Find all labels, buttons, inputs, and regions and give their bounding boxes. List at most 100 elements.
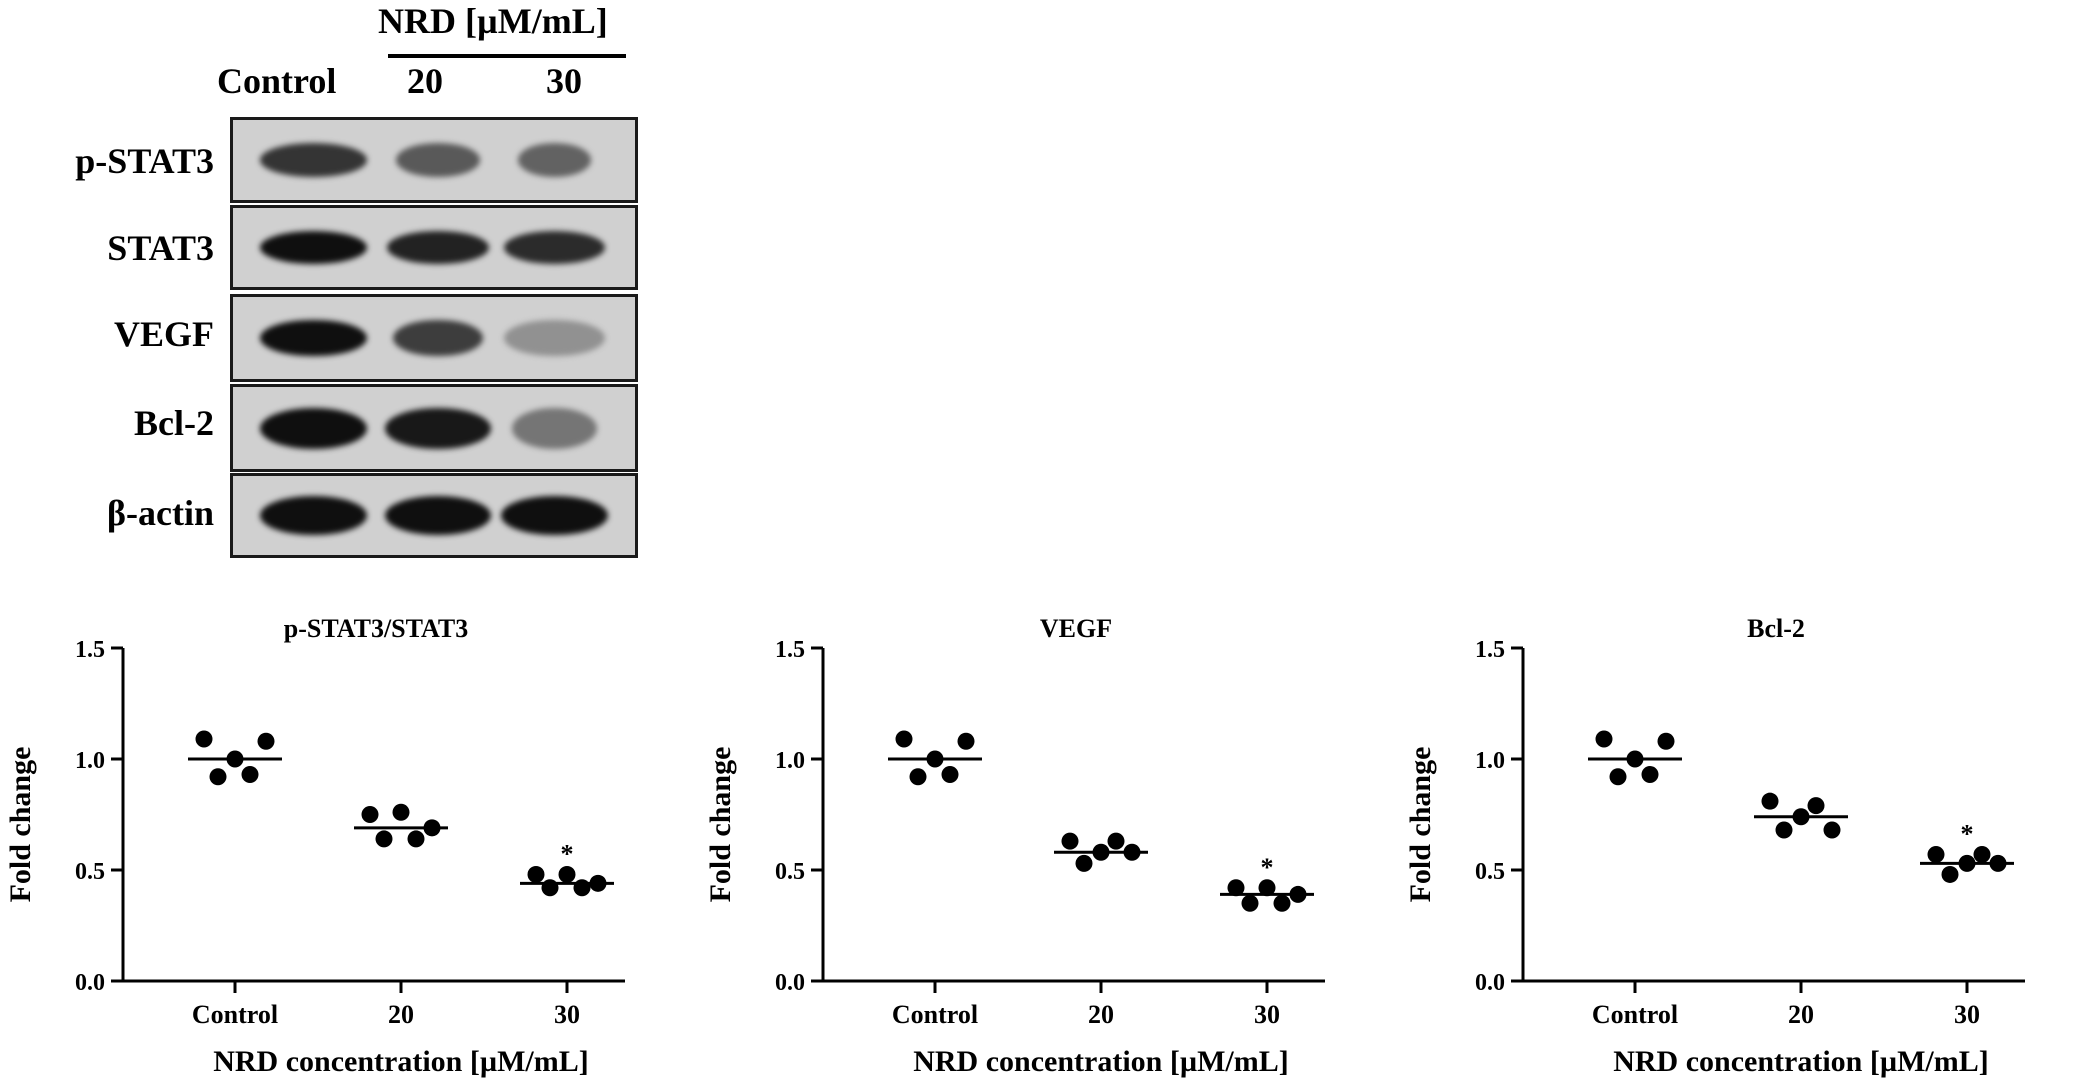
x-tick-label: 20 [388,1000,414,1029]
x-tick-label: Control [192,1000,278,1029]
data-point [895,730,913,748]
y-tick-label: 0.5 [775,859,805,885]
data-point [1258,879,1276,897]
blot-band [387,230,489,265]
data-point [957,732,975,750]
blot-row-stat3 [230,205,638,290]
blot-row-label: β-actin [107,493,214,533]
x-tick-label: Control [1592,1000,1678,1029]
significance-marker: * [1961,819,1974,848]
blot-band [259,230,367,265]
y-tick-label: 0.5 [1475,859,1505,885]
y-tick-label: 1.5 [75,637,105,663]
x-tick-label: 30 [1254,1000,1280,1029]
blot-row-p-stat3 [230,117,638,203]
blot-row-beta-actin [230,473,638,558]
data-point [1657,732,1675,750]
lane-label-control: Control [217,61,337,101]
chart-title: p-STAT3/STAT3 [284,614,468,643]
data-point [209,768,227,786]
blot-row-vegf [230,294,638,382]
data-point [1761,792,1779,810]
y-axis-title: Fold change [704,747,737,903]
chart-vegf: VEGF 0.0 0.5 1.0 1.5 Control 20 30 NRD concentra… [704,614,1325,1078]
y-tick-label: 0.0 [75,970,105,996]
data-point [941,766,959,784]
x-axis-title: NRD concentration [µM/mL] [913,1045,1289,1078]
data-point [1227,879,1245,897]
blot-band [259,495,367,536]
lane-label-30: 30 [546,61,582,101]
blot-band [512,407,597,449]
data-point [1609,768,1627,786]
y-tick-label: 1.5 [775,637,805,663]
data-point [909,768,927,786]
y-tick-label: 1.5 [1475,637,1505,663]
blot-band [259,319,367,357]
blot-band [259,143,367,177]
data-point [1273,894,1291,912]
significance-marker: * [1261,853,1274,882]
blot-band [384,407,492,449]
data-point [195,730,213,748]
y-tick-label: 1.0 [1475,748,1505,774]
y-tick-label: 0.5 [75,859,105,885]
x-tick-label: 30 [554,1000,580,1029]
blot-row-label: STAT3 [107,228,214,268]
blot-row-label: Bcl-2 [134,403,214,443]
x-axis-title: NRD concentration [µM/mL] [213,1045,589,1078]
treatment-header: NRD [µM/mL] [378,1,608,41]
y-tick-label: 0.0 [1475,970,1505,996]
data-point [1107,832,1125,850]
blot-band [501,495,609,536]
data-point [392,803,410,821]
data-point [361,806,379,823]
chart-title: Bcl-2 [1747,614,1805,643]
data-point [241,766,259,784]
blot-band [392,319,484,357]
blot-row-bcl-2 [230,384,638,472]
x-tick-label: Control [892,1000,978,1029]
data-point [1973,845,1991,863]
blot-row-label: VEGF [113,314,214,354]
data-point [407,830,425,848]
data-point [257,732,275,750]
data-point [1075,854,1093,872]
x-axis-title: NRD concentration [µM/mL] [1613,1045,1989,1078]
data-point [1641,766,1659,784]
lane-label-20: 20 [407,61,443,101]
x-tick-label: 20 [1088,1000,1114,1029]
data-point [1775,821,1793,839]
chart-bcl-2: Bcl-2 0.0 0.5 1.0 1.5 Control 20 30 NRD concentr… [1404,614,2025,1078]
data-point [1595,730,1613,748]
y-tick-label: 1.0 [775,748,805,774]
blot-band [518,143,592,177]
data-point [541,879,559,897]
significance-marker: * [561,839,574,868]
data-point [1823,821,1841,839]
data-point [527,865,545,883]
chart-p-stat3-stat3: p-STAT3/STAT3 0.0 0.5 1.0 1.5 Control 20 30 NRD … [4,614,625,1078]
data-point [1941,865,1959,883]
x-tick-label: 30 [1954,1000,1980,1029]
data-point [1241,894,1259,912]
y-axis-title: Fold change [1404,747,1437,903]
data-point [1807,797,1825,815]
data-point [1061,832,1079,850]
blot-band [503,319,606,357]
x-tick-label: 20 [1788,1000,1814,1029]
blot-band [384,495,492,536]
data-point [375,830,393,848]
y-tick-label: 1.0 [75,748,105,774]
data-point [1927,845,1945,863]
blot-band [503,230,606,265]
y-tick-label: 0.0 [775,970,805,996]
treatment-header-underline [388,54,626,58]
y-axis-title: Fold change [4,747,37,903]
blot-band [395,143,481,177]
chart-title: VEGF [1040,614,1112,643]
data-point [573,879,591,897]
blot-row-label: p-STAT3 [75,141,214,181]
blot-band [259,407,367,449]
data-point [558,865,576,883]
